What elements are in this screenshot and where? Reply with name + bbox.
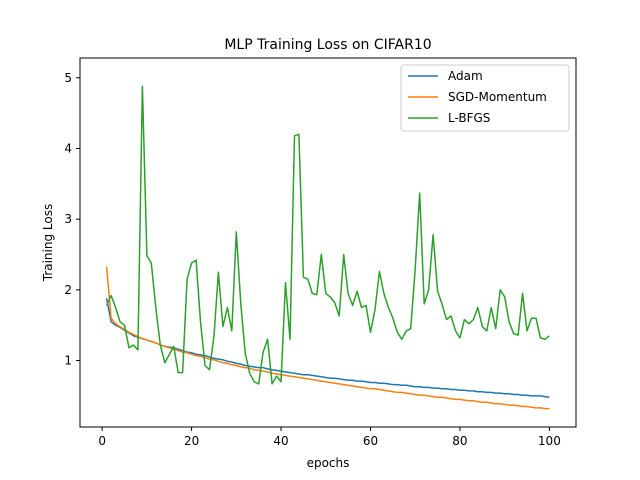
series-line-adam [105, 298, 550, 399]
legend-label-l-bfgs: L-BFGS [448, 111, 490, 125]
y-axis: 1 2 3 4 5 [64, 71, 80, 368]
y-tick-label: 1 [64, 354, 72, 368]
legend-items: Adam SGD-Momentum L-BFGS [408, 69, 547, 125]
legend-label-adam: Adam [448, 69, 483, 83]
legend: Adam SGD-Momentum L-BFGS [400, 64, 570, 132]
chart-title: MLP Training Loss on CIFAR10 [224, 37, 431, 53]
x-tick-label: 40 [273, 434, 288, 448]
x-tick-label: 100 [538, 434, 561, 448]
y-tick-label: 3 [64, 212, 72, 226]
legend-label-sgd-momentum: SGD-Momentum [448, 90, 547, 104]
y-tick-label: 2 [64, 283, 72, 297]
y-tick-label: 4 [64, 141, 72, 155]
plot-frame [79, 57, 577, 428]
x-tick-label: 60 [363, 434, 378, 448]
x-tick-label: 0 [98, 434, 106, 448]
series-line-l-bfgs [105, 85, 550, 385]
x-tick-label: 20 [184, 434, 199, 448]
x-axis-label: epochs [307, 456, 350, 470]
x-axis: 0 20 40 60 80 100 [98, 427, 561, 448]
series-layer [105, 85, 550, 410]
legend-box [400, 64, 570, 132]
x-tick-label: 80 [452, 434, 467, 448]
y-tick-label: 5 [64, 71, 72, 85]
series-line-sgd-momentum [105, 266, 550, 410]
y-axis-label: Training Loss [41, 204, 55, 282]
